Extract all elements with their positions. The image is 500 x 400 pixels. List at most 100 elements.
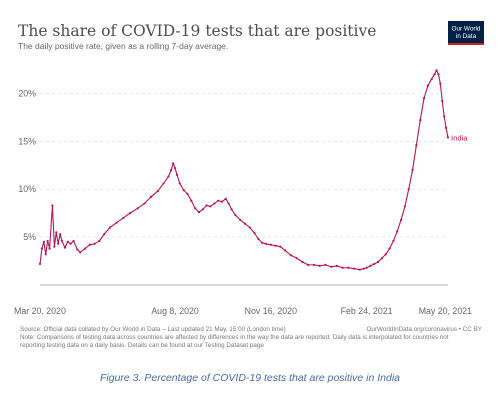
data-point [335, 264, 338, 267]
data-point [362, 267, 365, 270]
x-axis-ticks: Mar 20, 2020 Aug 8, 2020 Nov 16, 2020 Feb 2… [14, 306, 472, 316]
data-point [295, 257, 298, 260]
data-point [289, 254, 293, 257]
data-point [156, 189, 159, 193]
source-text: Source: Official data collated by Our Wo… [20, 326, 286, 333]
data-point [433, 73, 436, 76]
data-point [88, 243, 91, 246]
data-point [264, 242, 268, 245]
data-point [186, 192, 189, 196]
data-point [312, 263, 316, 266]
data-point [341, 266, 344, 269]
data-point [178, 182, 181, 185]
data-point [40, 247, 44, 250]
data-point [55, 231, 58, 234]
series-line-india [39, 69, 449, 271]
data-point [53, 245, 56, 248]
series-label-india: India [451, 133, 468, 142]
data-point [422, 97, 426, 100]
data-point [407, 188, 410, 191]
data-point [230, 208, 233, 211]
data-point [182, 189, 185, 192]
data-point [274, 244, 277, 247]
data-point [411, 168, 414, 172]
data-point [324, 263, 327, 266]
data-point [269, 243, 272, 246]
data-point [201, 208, 204, 211]
data-point [51, 204, 54, 207]
data-point [373, 262, 376, 266]
data-point [227, 202, 230, 205]
logo-line-2: in Data [456, 33, 477, 40]
data-point [167, 175, 170, 178]
data-point [66, 240, 69, 243]
data-point [330, 265, 333, 268]
chart: The share of COVID-19 tests that are pos… [14, 21, 484, 349]
data-point [318, 264, 321, 267]
data-point [38, 262, 42, 266]
data-point [57, 242, 60, 245]
data-point [194, 207, 197, 210]
note-text-line-1: Note: Comparisons of testing data across… [20, 334, 449, 341]
data-point [83, 247, 87, 250]
data-point [128, 212, 132, 215]
data-point [403, 205, 406, 208]
data-point [190, 199, 193, 202]
x-tick-label: Aug 8, 2020 [151, 306, 199, 316]
data-point [399, 218, 403, 221]
data-point [392, 239, 395, 243]
y-tick-label: 20% [18, 88, 36, 98]
y-axis-ticks: 5% 10% 15% 20% [18, 88, 36, 242]
series-layer: India [38, 69, 468, 271]
data-point [103, 233, 106, 236]
data-point [384, 253, 387, 256]
data-point [63, 246, 66, 249]
data-point [248, 226, 251, 229]
data-point [76, 248, 79, 251]
data-point [234, 213, 237, 217]
data-point [209, 205, 212, 208]
data-point [419, 119, 422, 122]
data-point [48, 247, 51, 250]
data-point [122, 216, 125, 220]
data-point [388, 247, 391, 250]
y-tick-label: 15% [18, 136, 36, 146]
y-tick-label: 10% [18, 184, 36, 194]
data-point [44, 253, 47, 256]
data-point [217, 199, 220, 202]
logo-background [448, 21, 484, 45]
data-point [426, 84, 429, 87]
data-point [42, 240, 45, 243]
data-point [72, 239, 75, 243]
data-point [441, 99, 444, 103]
note-text-line-2: reporting testing data on a daily basis.… [20, 342, 264, 349]
attribution-link[interactable]: OurWorldInData.org/coronavirus • CC BY [367, 326, 483, 333]
data-point [347, 266, 350, 269]
data-point [301, 260, 304, 264]
data-point [430, 77, 433, 81]
data-point [396, 230, 399, 233]
data-point [60, 239, 64, 243]
logo-line-1: Our World [451, 26, 480, 33]
owid-logo[interactable]: Our World in Data [448, 21, 484, 45]
data-point [115, 221, 118, 224]
data-point [197, 211, 201, 214]
data-point [437, 73, 440, 76]
data-point [415, 143, 418, 147]
data-point [444, 126, 448, 129]
data-point [261, 241, 264, 244]
data-point [79, 251, 82, 254]
data-point [175, 173, 179, 176]
figure-caption: Figure 3. Percentage of COVID-19 tests t… [100, 372, 400, 384]
data-point [284, 249, 287, 252]
data-point [59, 233, 62, 236]
data-point [443, 115, 446, 118]
data-point [239, 218, 242, 221]
data-point [136, 207, 139, 210]
data-point [108, 226, 112, 229]
x-tick-label: May 20, 2021 [419, 306, 472, 316]
data-point [46, 239, 49, 243]
data-point [143, 202, 146, 205]
data-point [439, 82, 442, 85]
logo-accent-bar [448, 43, 484, 45]
